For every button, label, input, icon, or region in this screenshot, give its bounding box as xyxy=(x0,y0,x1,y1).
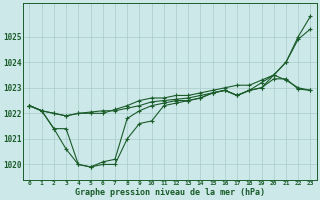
X-axis label: Graphe pression niveau de la mer (hPa): Graphe pression niveau de la mer (hPa) xyxy=(75,188,265,197)
